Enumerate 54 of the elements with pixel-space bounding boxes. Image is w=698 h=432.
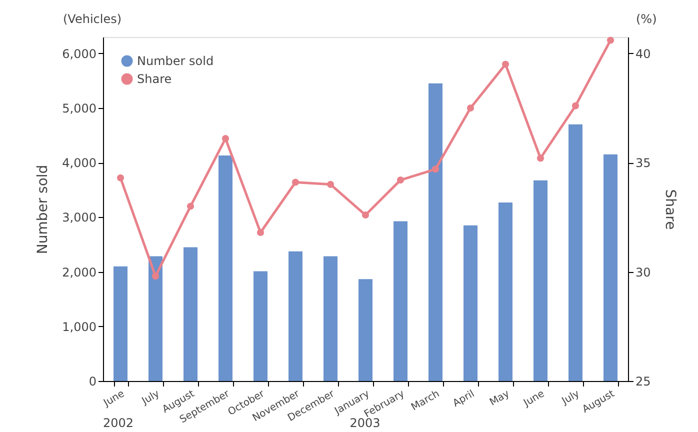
bar <box>464 225 478 381</box>
bar <box>428 83 442 381</box>
point <box>362 211 370 219</box>
y2-tick-label: 35 <box>636 156 651 170</box>
bar <box>148 256 162 381</box>
bar <box>114 266 128 381</box>
text: 2003 <box>350 416 380 430</box>
y2-tick-label: 30 <box>636 265 651 280</box>
y-tick-label: 5,000 <box>62 101 96 116</box>
legend-label: Share <box>137 72 172 86</box>
text: (Vehicles) <box>63 12 122 26</box>
point <box>572 102 580 110</box>
point <box>152 272 160 280</box>
legend-label: Number sold <box>137 54 214 68</box>
y-tick-label: 3,000 <box>62 210 96 225</box>
point <box>466 104 474 112</box>
bar <box>324 256 338 381</box>
point <box>222 135 230 142</box>
point <box>326 180 334 188</box>
point <box>116 174 124 182</box>
y-tick-label: 2,000 <box>62 265 96 280</box>
x-tick-label: May <box>488 388 512 408</box>
x-tick-label: June <box>521 388 546 410</box>
bar <box>568 124 582 381</box>
y2-tick-label: 40 <box>636 46 651 61</box>
bar <box>288 251 302 381</box>
point <box>502 60 510 68</box>
point <box>396 176 404 184</box>
y-tick-label: 0 <box>88 374 96 388</box>
bar <box>498 202 512 381</box>
bar <box>254 271 268 381</box>
point <box>432 166 440 173</box>
y-tick-label: 4,000 <box>62 156 96 170</box>
x-tick-label: June <box>101 388 126 410</box>
point <box>256 228 264 236</box>
point <box>292 178 300 186</box>
x-tick-label: July <box>140 388 162 408</box>
text: 2002 <box>103 416 134 430</box>
y-tick-label: 6,000 <box>62 46 96 61</box>
point <box>536 154 544 162</box>
point <box>606 36 614 44</box>
y2-axis-title: Share <box>662 189 678 230</box>
y2-tick-label: 25 <box>636 374 651 388</box>
text: (%) <box>636 12 657 26</box>
bar <box>534 180 548 381</box>
bar <box>358 279 372 381</box>
bar <box>184 247 198 381</box>
bar <box>394 221 408 381</box>
y-tick-label: 1,000 <box>62 320 96 334</box>
point <box>186 202 194 210</box>
bar <box>604 154 618 381</box>
bar <box>218 155 232 381</box>
y-axis-title: Number sold <box>35 164 52 254</box>
x-tick-label: July <box>560 388 582 408</box>
